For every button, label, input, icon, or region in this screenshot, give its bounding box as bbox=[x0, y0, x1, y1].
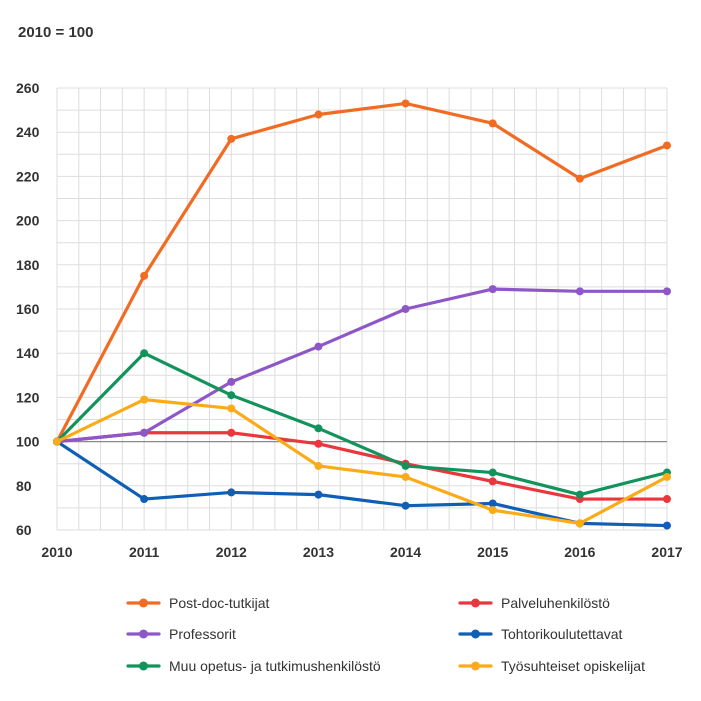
data-point bbox=[489, 477, 497, 485]
legend-item: Muu opetus- ja tutkimushenkilöstö bbox=[128, 658, 381, 674]
data-point bbox=[576, 519, 584, 527]
data-point bbox=[576, 491, 584, 499]
legend-marker bbox=[471, 599, 480, 608]
legend-item: Työsuhteiset opiskelijat bbox=[460, 658, 645, 674]
data-point bbox=[663, 141, 671, 149]
x-tick-label: 2011 bbox=[129, 544, 160, 560]
legend-marker bbox=[139, 630, 148, 639]
y-tick-label: 220 bbox=[16, 168, 40, 184]
x-tick-label: 2015 bbox=[477, 544, 508, 560]
legend-item: Tohtorikoulutettavat bbox=[460, 626, 623, 642]
data-point bbox=[576, 175, 584, 183]
y-tick-label: 160 bbox=[16, 301, 40, 317]
legend-item: Post-doc-tutkijat bbox=[128, 595, 269, 611]
legend-label: Työsuhteiset opiskelijat bbox=[501, 658, 645, 674]
legend-label: Tohtorikoulutettavat bbox=[501, 626, 623, 642]
data-point bbox=[663, 522, 671, 530]
data-point bbox=[227, 135, 235, 143]
data-point bbox=[489, 469, 497, 477]
data-point bbox=[227, 378, 235, 386]
data-point bbox=[227, 404, 235, 412]
y-tick-label: 60 bbox=[16, 522, 32, 538]
legend-marker bbox=[139, 599, 148, 608]
data-point bbox=[402, 502, 410, 510]
data-point bbox=[314, 424, 322, 432]
x-axis: 2010 2011 2012 2013 2014 2015 2016 2017 bbox=[41, 544, 682, 560]
data-point bbox=[402, 473, 410, 481]
x-tick-label: 2016 bbox=[564, 544, 595, 560]
x-tick-label: 2013 bbox=[303, 544, 334, 560]
chart-grid bbox=[57, 88, 667, 530]
data-point bbox=[489, 285, 497, 293]
data-point bbox=[314, 343, 322, 351]
legend-marker bbox=[471, 630, 480, 639]
data-point bbox=[227, 429, 235, 437]
data-point bbox=[140, 429, 148, 437]
chart-legend: Post-doc-tutkijat Palveluhenkilöstö Profes… bbox=[128, 595, 645, 674]
data-point bbox=[489, 506, 497, 514]
data-point bbox=[140, 495, 148, 503]
y-axis: 60 80 100 120 140 160 180 200 220 240 260 bbox=[16, 80, 40, 538]
data-point bbox=[402, 99, 410, 107]
data-point bbox=[402, 305, 410, 313]
x-tick-label: 2014 bbox=[390, 544, 421, 560]
data-point bbox=[53, 438, 61, 446]
y-tick-label: 240 bbox=[16, 124, 40, 140]
data-point bbox=[227, 391, 235, 399]
data-point bbox=[314, 462, 322, 470]
line-chart: 60 80 100 120 140 160 180 200 220 240 260 2010 2011… bbox=[0, 0, 701, 701]
data-point bbox=[663, 473, 671, 481]
y-tick-label: 140 bbox=[16, 345, 40, 361]
data-point bbox=[140, 349, 148, 357]
data-point bbox=[314, 440, 322, 448]
legend-label: Post-doc-tutkijat bbox=[169, 595, 269, 611]
x-tick-label: 2017 bbox=[651, 544, 682, 560]
data-point bbox=[140, 272, 148, 280]
data-point bbox=[140, 396, 148, 404]
legend-item: Professorit bbox=[128, 626, 236, 642]
legend-label: Palveluhenkilöstö bbox=[501, 595, 610, 611]
legend-marker bbox=[471, 662, 480, 671]
legend-label: Professorit bbox=[169, 626, 236, 642]
legend-marker bbox=[139, 662, 148, 671]
data-point bbox=[402, 462, 410, 470]
data-point bbox=[314, 491, 322, 499]
x-tick-label: 2012 bbox=[216, 544, 247, 560]
y-tick-label: 180 bbox=[16, 257, 40, 273]
y-tick-label: 100 bbox=[16, 434, 40, 450]
legend-label: Muu opetus- ja tutkimushenkilöstö bbox=[169, 658, 381, 674]
data-point bbox=[576, 287, 584, 295]
data-point bbox=[314, 111, 322, 119]
y-tick-label: 260 bbox=[16, 80, 40, 96]
data-point bbox=[227, 488, 235, 496]
y-tick-label: 80 bbox=[16, 478, 32, 494]
y-tick-label: 200 bbox=[16, 213, 40, 229]
y-tick-label: 120 bbox=[16, 389, 40, 405]
data-point bbox=[489, 119, 497, 127]
data-point bbox=[663, 495, 671, 503]
x-tick-label: 2010 bbox=[41, 544, 72, 560]
legend-item: Palveluhenkilöstö bbox=[460, 595, 610, 611]
data-point bbox=[663, 287, 671, 295]
